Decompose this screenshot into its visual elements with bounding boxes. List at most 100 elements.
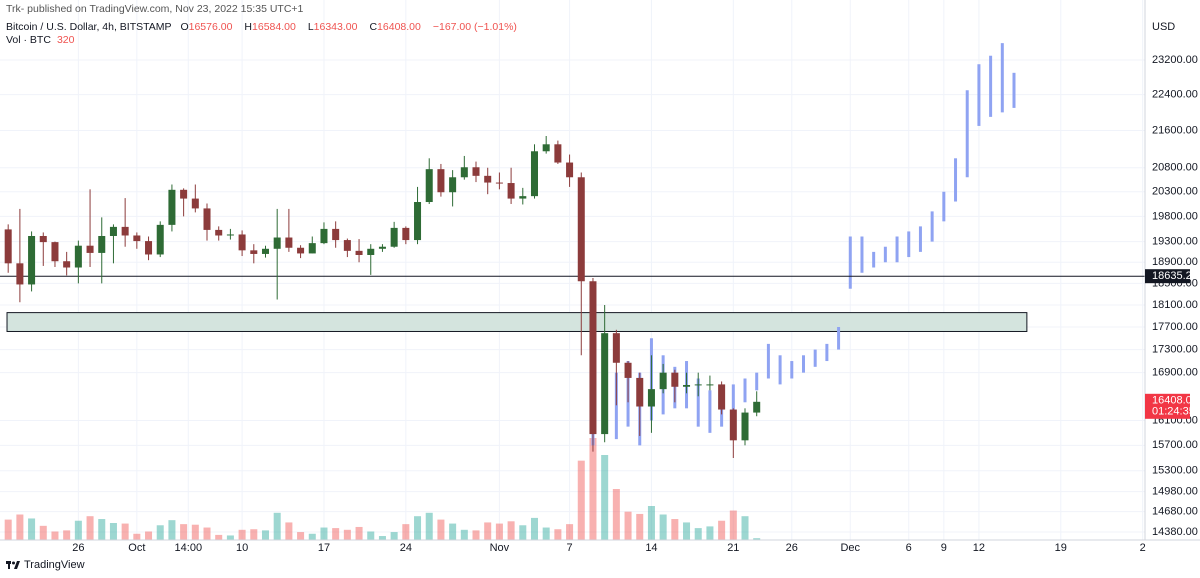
volume-bar [566, 524, 574, 540]
candle-body [74, 245, 82, 268]
y-tick-label: 21600.00 [1152, 124, 1198, 136]
x-tick-label: 19 [1055, 542, 1067, 554]
y-tick-label: 15300.00 [1152, 465, 1198, 477]
candle-body [28, 235, 36, 285]
candle-body [39, 235, 47, 243]
volume-bar [647, 506, 655, 540]
candle-body [238, 234, 246, 251]
y-tick-label: 18900.00 [1152, 256, 1198, 268]
published-note: Trk- published on TradingView.com, Nov 2… [6, 3, 304, 15]
volume-bar [414, 516, 422, 540]
candle-body [203, 208, 211, 230]
candle-body [577, 177, 585, 282]
candle-body [729, 409, 737, 441]
y-tick-label: 19300.00 [1152, 236, 1198, 248]
candle-body [472, 167, 480, 176]
volume-label: Vol · BTC [6, 34, 51, 46]
volume-bar [484, 522, 492, 540]
x-tick-label: Dec [840, 542, 860, 554]
candle-body [495, 182, 503, 184]
volume-bar [577, 460, 585, 540]
candle-body [671, 372, 679, 387]
volume-bar [472, 530, 480, 540]
candle-body [367, 248, 375, 255]
volume-bar [402, 524, 410, 540]
candle-body [145, 241, 153, 255]
candle-body [308, 243, 316, 254]
volume-bar [601, 455, 609, 540]
volume-bar [133, 533, 141, 540]
volume-bar [683, 522, 691, 540]
candle-body [741, 412, 749, 441]
volume-bar [320, 527, 328, 540]
volume-bar [542, 527, 550, 540]
candle-body [530, 151, 538, 197]
y-tick-label: 17700.00 [1152, 321, 1198, 333]
x-tick-label: 6 [906, 542, 912, 554]
candle-body [109, 226, 117, 236]
candle-body [133, 235, 141, 242]
logo [6, 561, 20, 569]
candle-body [566, 162, 574, 178]
y-tick-label: 23200.00 [1152, 54, 1198, 66]
candle-body [121, 226, 129, 236]
currency-label: USD [1152, 21, 1175, 33]
candle-body [612, 333, 620, 363]
hline-label-bg [1145, 269, 1190, 284]
x-tick-label: 10 [236, 542, 248, 554]
volume-bar [367, 531, 375, 540]
y-tick-label: 14980.00 [1152, 486, 1198, 498]
volume-bar [589, 438, 597, 540]
candle-body [226, 234, 234, 236]
volume-bar [168, 520, 176, 540]
candle-body [437, 169, 445, 193]
volume-bar [145, 531, 153, 540]
candle-body [683, 384, 691, 387]
volume-bar [612, 489, 620, 540]
candle-body [542, 144, 550, 152]
candle-body [589, 281, 597, 435]
x-tick-label: 17 [318, 542, 330, 554]
volume-bar [741, 516, 749, 540]
footer-brand: TradingView [24, 559, 85, 571]
volume-bar [308, 533, 316, 540]
x-tick-label: 2 [1140, 542, 1146, 554]
volume-bar [250, 529, 258, 540]
volume-bar [554, 529, 562, 540]
candle-body [718, 384, 726, 410]
candle-body [4, 229, 12, 264]
ohlc-field: C16408.00 [369, 21, 426, 33]
volume-bar [659, 514, 667, 540]
candle-body [215, 229, 223, 236]
y-tick-label: 16900.00 [1152, 367, 1198, 379]
volume-bar [215, 534, 223, 540]
x-tick-label: 12 [973, 542, 985, 554]
candle-body [285, 237, 293, 248]
x-tick-label: 26 [72, 542, 84, 554]
volume-bar [332, 528, 340, 540]
volume-bar [495, 523, 503, 540]
y-tick-label: 19800.00 [1152, 210, 1198, 222]
volume-bar [297, 532, 305, 540]
ohlc-key: L [307, 21, 314, 33]
candle-body [191, 198, 199, 209]
candle-body [706, 384, 714, 386]
volume-legend: Vol · BTC 320 [6, 34, 80, 46]
y-tick-label: 20300.00 [1152, 186, 1198, 198]
y-tick-label: 14380.00 [1152, 526, 1198, 538]
volume-bar [63, 530, 71, 540]
ohlc-value: 16343.00 [313, 21, 358, 33]
ohlc-value: 16584.00 [252, 21, 296, 33]
volume-bar [460, 529, 468, 540]
volume-bar [180, 524, 188, 540]
candle-body [63, 261, 71, 268]
x-tick-label: 26 [786, 542, 798, 554]
y-tick-label: 20800.00 [1152, 162, 1198, 174]
volume-bar [694, 528, 702, 540]
candle-body [449, 177, 457, 193]
volume-bar [98, 519, 106, 540]
volume-bar [109, 523, 117, 540]
volume-bar [86, 516, 94, 540]
candle-body [519, 196, 527, 199]
candle-body [250, 250, 258, 254]
